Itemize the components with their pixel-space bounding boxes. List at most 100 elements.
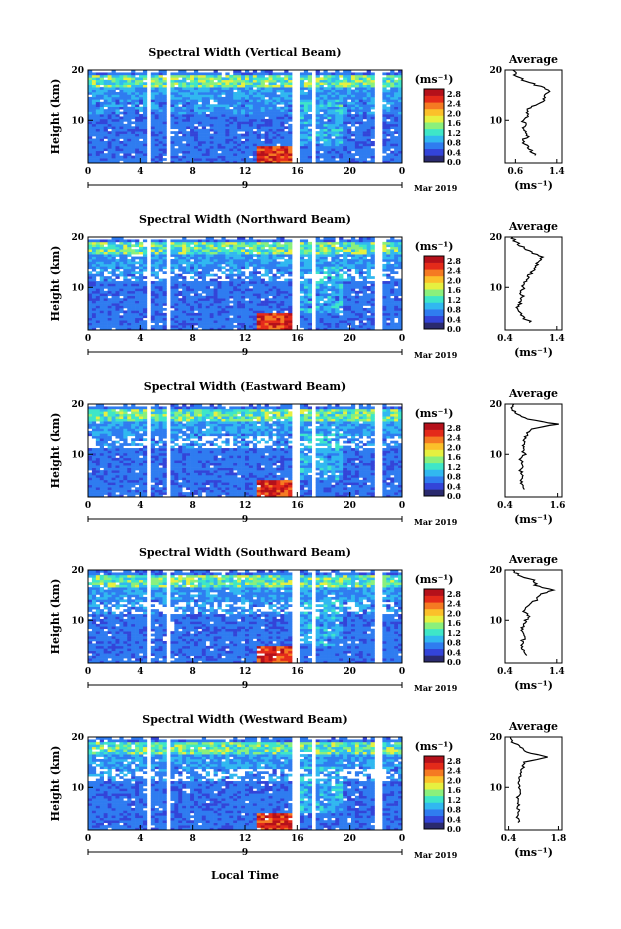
x-tick-label: 12 [239, 334, 252, 344]
colorbar-swatch [424, 128, 444, 136]
colorbar-tick-label: 2.8 [447, 756, 461, 766]
colorbar-tick-label: 1.2 [447, 128, 461, 138]
y-tick-label: 20 [71, 566, 84, 576]
colorbar-tick-label: 2.4 [447, 433, 461, 443]
colorbar-tick-label: 0.4 [447, 481, 461, 491]
panel-5: Spectral Width (Westward Beam) Height (km… [49, 713, 566, 860]
x-tick-label: 16 [291, 167, 304, 177]
heatmap [88, 237, 403, 331]
x-tick-label: 12 [239, 667, 252, 677]
colorbar-swatch [424, 615, 444, 623]
average-profile-line [509, 736, 548, 823]
colorbar-swatch [424, 269, 444, 277]
x-axis-label: Local Time [211, 869, 279, 882]
x-tick-label: 0 [399, 334, 405, 344]
y-tick-label: 10 [71, 450, 84, 460]
x-tick-label: 12 [239, 167, 252, 177]
average-y-tick-label: 10 [489, 783, 502, 793]
y-tick-label: 10 [71, 783, 84, 793]
average-y-tick-label: 10 [489, 616, 502, 626]
y-tick-label: 10 [71, 116, 84, 126]
colorbar-swatch [424, 462, 444, 470]
colorbar-unit: (ms⁻¹) [415, 407, 454, 420]
average-x-label: (ms⁻¹) [514, 346, 553, 359]
colorbar-tick-label: 0.0 [447, 824, 461, 834]
colorbar-tick-label: 1.6 [447, 452, 461, 462]
average-x-tick-label: 1.4 [549, 334, 565, 344]
colorbar-swatch [424, 256, 444, 263]
panel-4: Spectral Width (Southward Beam) Height (k… [49, 546, 565, 693]
colorbar-swatch [424, 489, 444, 497]
y-tick-label: 20 [71, 733, 84, 743]
colorbar-swatch [424, 155, 444, 163]
colorbar-swatch [424, 809, 444, 817]
panel-title: Spectral Width (Vertical Beam) [148, 46, 341, 59]
colorbar-swatch [424, 628, 444, 636]
colorbar-swatch [424, 135, 444, 143]
colorbar-swatch [424, 595, 444, 603]
colorbar-tick-label: 1.2 [447, 628, 461, 638]
panel-title: Spectral Width (Northward Beam) [139, 213, 351, 226]
x-tick-label: 16 [291, 667, 304, 677]
y-tick-label: 20 [71, 66, 84, 76]
average-frame [504, 569, 563, 664]
day-label: 9 [242, 515, 248, 525]
x-tick-label: 0 [85, 334, 91, 344]
colorbar-swatch [424, 289, 444, 297]
y-axis-label: Height (km) [49, 579, 62, 655]
colorbar-swatch [424, 789, 444, 797]
x-tick-label: 8 [190, 834, 196, 844]
colorbar-unit: (ms⁻¹) [415, 573, 454, 586]
x-tick-label: 4 [137, 501, 143, 511]
colorbar-tick-label: 0.0 [447, 657, 461, 667]
colorbar-swatch [424, 648, 444, 656]
colorbar-tick-label: 2.4 [447, 99, 461, 109]
average-x-tick-label: 1.8 [551, 834, 567, 844]
y-tick-label: 20 [71, 233, 84, 243]
colorbar-tick-label: 2.8 [447, 89, 461, 99]
average-profile-line [512, 569, 556, 656]
average-profile-line [510, 236, 545, 323]
colorbar-swatch [424, 655, 444, 663]
average-x-tick-label: 0.4 [501, 834, 517, 844]
day-label: 9 [242, 181, 248, 191]
x-tick-label: 4 [137, 167, 143, 177]
panel-1: Spectral Width (Vertical Beam) Height (km… [49, 46, 565, 193]
average-x-tick-label: 0.4 [497, 667, 513, 677]
x-tick-label: 20 [343, 667, 356, 677]
average-x-tick-label: 0.4 [497, 334, 513, 344]
y-axis-label: Height (km) [49, 413, 62, 489]
colorbar-swatch [424, 429, 444, 437]
colorbar-unit: (ms⁻¹) [415, 240, 454, 253]
date-label: Mar 2019 [414, 517, 458, 527]
x-tick-label: 0 [399, 501, 405, 511]
colorbar-tick-label: 2.0 [447, 442, 461, 452]
colorbar-swatch [424, 295, 444, 303]
x-tick-label: 4 [137, 834, 143, 844]
colorbar-swatch [424, 769, 444, 777]
heatmap [88, 570, 403, 664]
colorbar-tick-label: 0.4 [447, 147, 461, 157]
average-title: Average [508, 220, 558, 233]
colorbar-swatch [424, 449, 444, 457]
average-x-tick-label: 1.4 [549, 167, 565, 177]
x-tick-label: 0 [85, 834, 91, 844]
average-title: Average [508, 53, 558, 66]
colorbar-tick-label: 2.8 [447, 256, 461, 266]
x-tick-label: 20 [343, 167, 356, 177]
colorbar-frame [423, 588, 445, 663]
colorbar-swatch [424, 762, 444, 770]
average-x-tick-label: 1.6 [550, 501, 566, 511]
day-label: 9 [242, 848, 248, 858]
colorbar-swatch [424, 322, 444, 330]
colorbar-swatch [424, 815, 444, 823]
colorbar-tick-label: 2.8 [447, 423, 461, 433]
colorbar-tick-label: 0.4 [447, 314, 461, 324]
x-tick-label: 20 [343, 501, 356, 511]
colorbar-swatch [424, 142, 444, 150]
average-y-tick-label: 20 [489, 66, 502, 76]
colorbar-unit: (ms⁻¹) [415, 73, 454, 86]
colorbar-swatch [424, 635, 444, 643]
colorbar-tick-label: 0.0 [447, 324, 461, 334]
